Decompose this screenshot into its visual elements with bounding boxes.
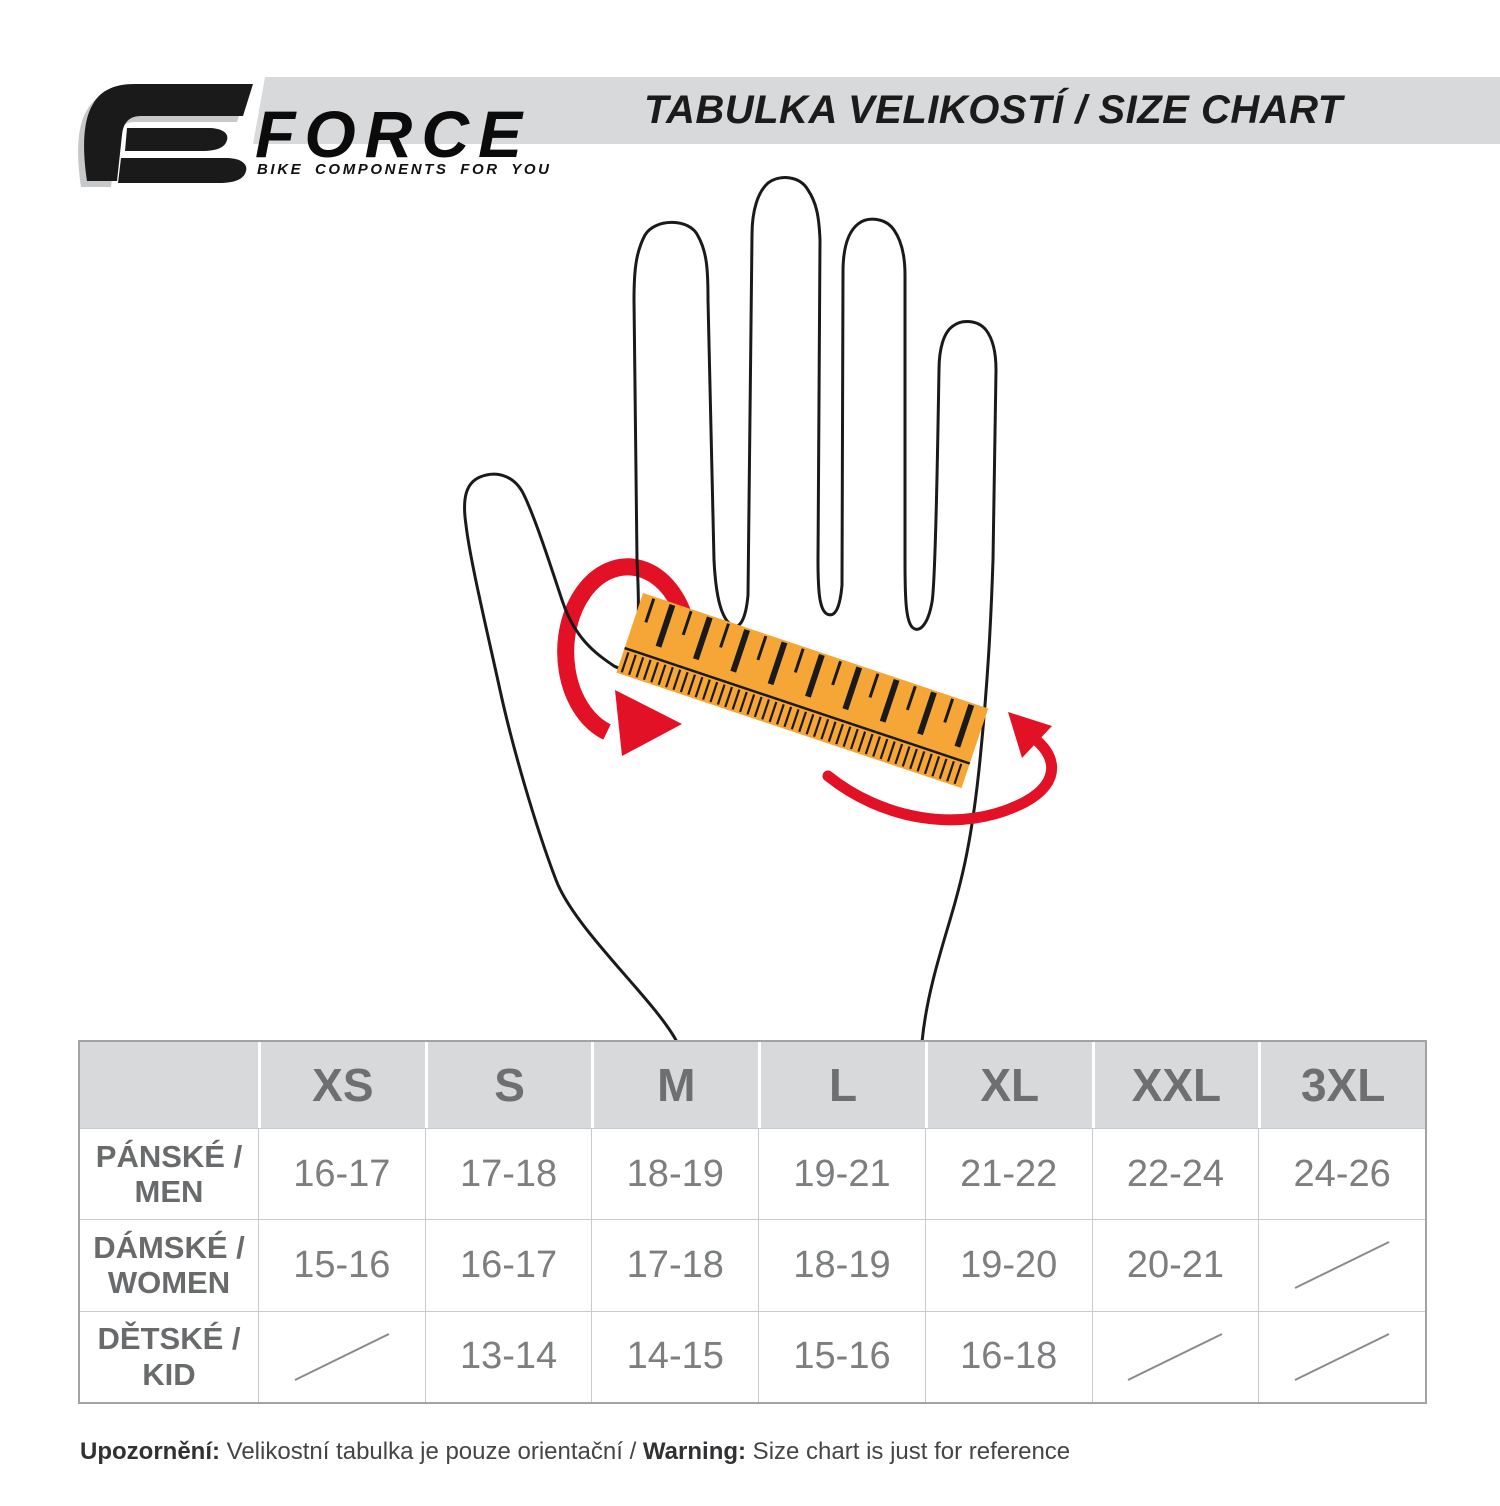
row-label-women-cz: DÁMSKÉ / — [93, 1229, 245, 1265]
hand-outline — [463, 176, 998, 1044]
ruler-ticks — [644, 598, 975, 748]
row-label-men-cz: PÁNSKÉ / — [95, 1138, 243, 1174]
ruler-hatch-band — [620, 652, 963, 785]
table-cell: 16-17 — [424, 1219, 592, 1311]
size-col-header-xl: XL — [924, 1042, 1092, 1128]
table-cell: 18-19 — [758, 1219, 925, 1311]
table-cell: 17-18 — [591, 1219, 759, 1311]
force-logo: FORCE BIKE COMPONENTS FOR YOU — [0, 0, 600, 220]
ruler-body — [616, 593, 989, 789]
table-cell-not-available — [1258, 1219, 1425, 1311]
row-label-kid: DĚTSKÉ / KID — [80, 1310, 258, 1402]
table-cell: 14-15 — [591, 1310, 759, 1402]
header-band — [253, 77, 1500, 144]
table-cell: 22-24 — [1091, 1128, 1259, 1220]
note-en-text: Size chart is just for reference — [746, 1438, 1071, 1465]
ruler — [616, 593, 989, 789]
table-cell: 24-26 — [1258, 1128, 1425, 1220]
row-label-kid-en: KID — [142, 1356, 196, 1392]
note-cz-label: Upozornění: — [80, 1438, 220, 1465]
table-cell: 16-18 — [924, 1310, 1092, 1402]
size-col-header-3xl: 3XL — [1258, 1042, 1425, 1128]
table-cell: 16-17 — [258, 1128, 425, 1220]
size-table: XS S M L XL XXL 3XL PÁNSKÉ / MEN 16-17 1… — [78, 1040, 1427, 1404]
table-cell: 13-14 — [424, 1310, 592, 1402]
size-col-header-xs: XS — [258, 1042, 425, 1128]
table-cell: 18-19 — [591, 1128, 759, 1220]
row-label-men: PÁNSKÉ / MEN — [80, 1128, 258, 1220]
table-cell: 20-21 — [1091, 1219, 1259, 1311]
note-en-label: Warning: — [642, 1438, 747, 1465]
not-available-slash — [1127, 1332, 1223, 1381]
emblem-mid-bar — [125, 128, 228, 151]
table-cell-not-available — [1091, 1310, 1259, 1402]
wrap-arrow-left-head — [615, 690, 682, 756]
force-logo-emblem — [78, 84, 253, 187]
row-label-women-en: WOMEN — [107, 1265, 231, 1301]
size-col-header-m: M — [591, 1042, 759, 1128]
note-cz-text: Velikostní tabulka je pouze orientační / — [219, 1438, 643, 1465]
not-available-slash — [1294, 1241, 1390, 1290]
row-label-kid-cz: DĚTSKÉ / — [97, 1321, 241, 1357]
table-cell: 15-16 — [258, 1219, 425, 1311]
page-title: TABULKA VELIKOSTÍ / SIZE CHART — [644, 88, 1343, 132]
row-label-women: DÁMSKÉ / WOMEN — [80, 1219, 258, 1311]
wrap-arrow-left-arc — [557, 558, 695, 740]
emblem-top-stroke — [84, 84, 253, 181]
emblem-bottom-bar — [118, 158, 247, 183]
brand-tagline: BIKE COMPONENTS FOR YOU — [257, 161, 552, 178]
wrap-arrow-right-head — [1008, 712, 1052, 758]
not-available-slash — [294, 1332, 390, 1381]
ruler-separator-line — [624, 646, 971, 765]
size-table-corner-cell — [80, 1042, 258, 1128]
table-cell-not-available — [258, 1310, 425, 1402]
size-col-header-s: S — [424, 1042, 592, 1128]
table-cell: 21-22 — [924, 1128, 1092, 1220]
size-col-header-xxl: XXL — [1091, 1042, 1259, 1128]
table-cell: 17-18 — [424, 1128, 592, 1220]
table-cell: 19-21 — [758, 1128, 925, 1220]
reference-note: Upozornění: Velikostní tabulka je pouze … — [80, 1438, 1070, 1466]
brand-wordmark: FORCE — [255, 97, 531, 171]
table-cell-not-available — [1258, 1310, 1425, 1402]
not-available-slash — [1294, 1332, 1390, 1381]
table-cell: 19-20 — [924, 1219, 1092, 1311]
wrap-arrow-right-arc — [822, 724, 1058, 826]
row-label-men-en: MEN — [134, 1174, 204, 1210]
size-col-header-l: L — [758, 1042, 925, 1128]
table-cell: 15-16 — [758, 1310, 925, 1402]
